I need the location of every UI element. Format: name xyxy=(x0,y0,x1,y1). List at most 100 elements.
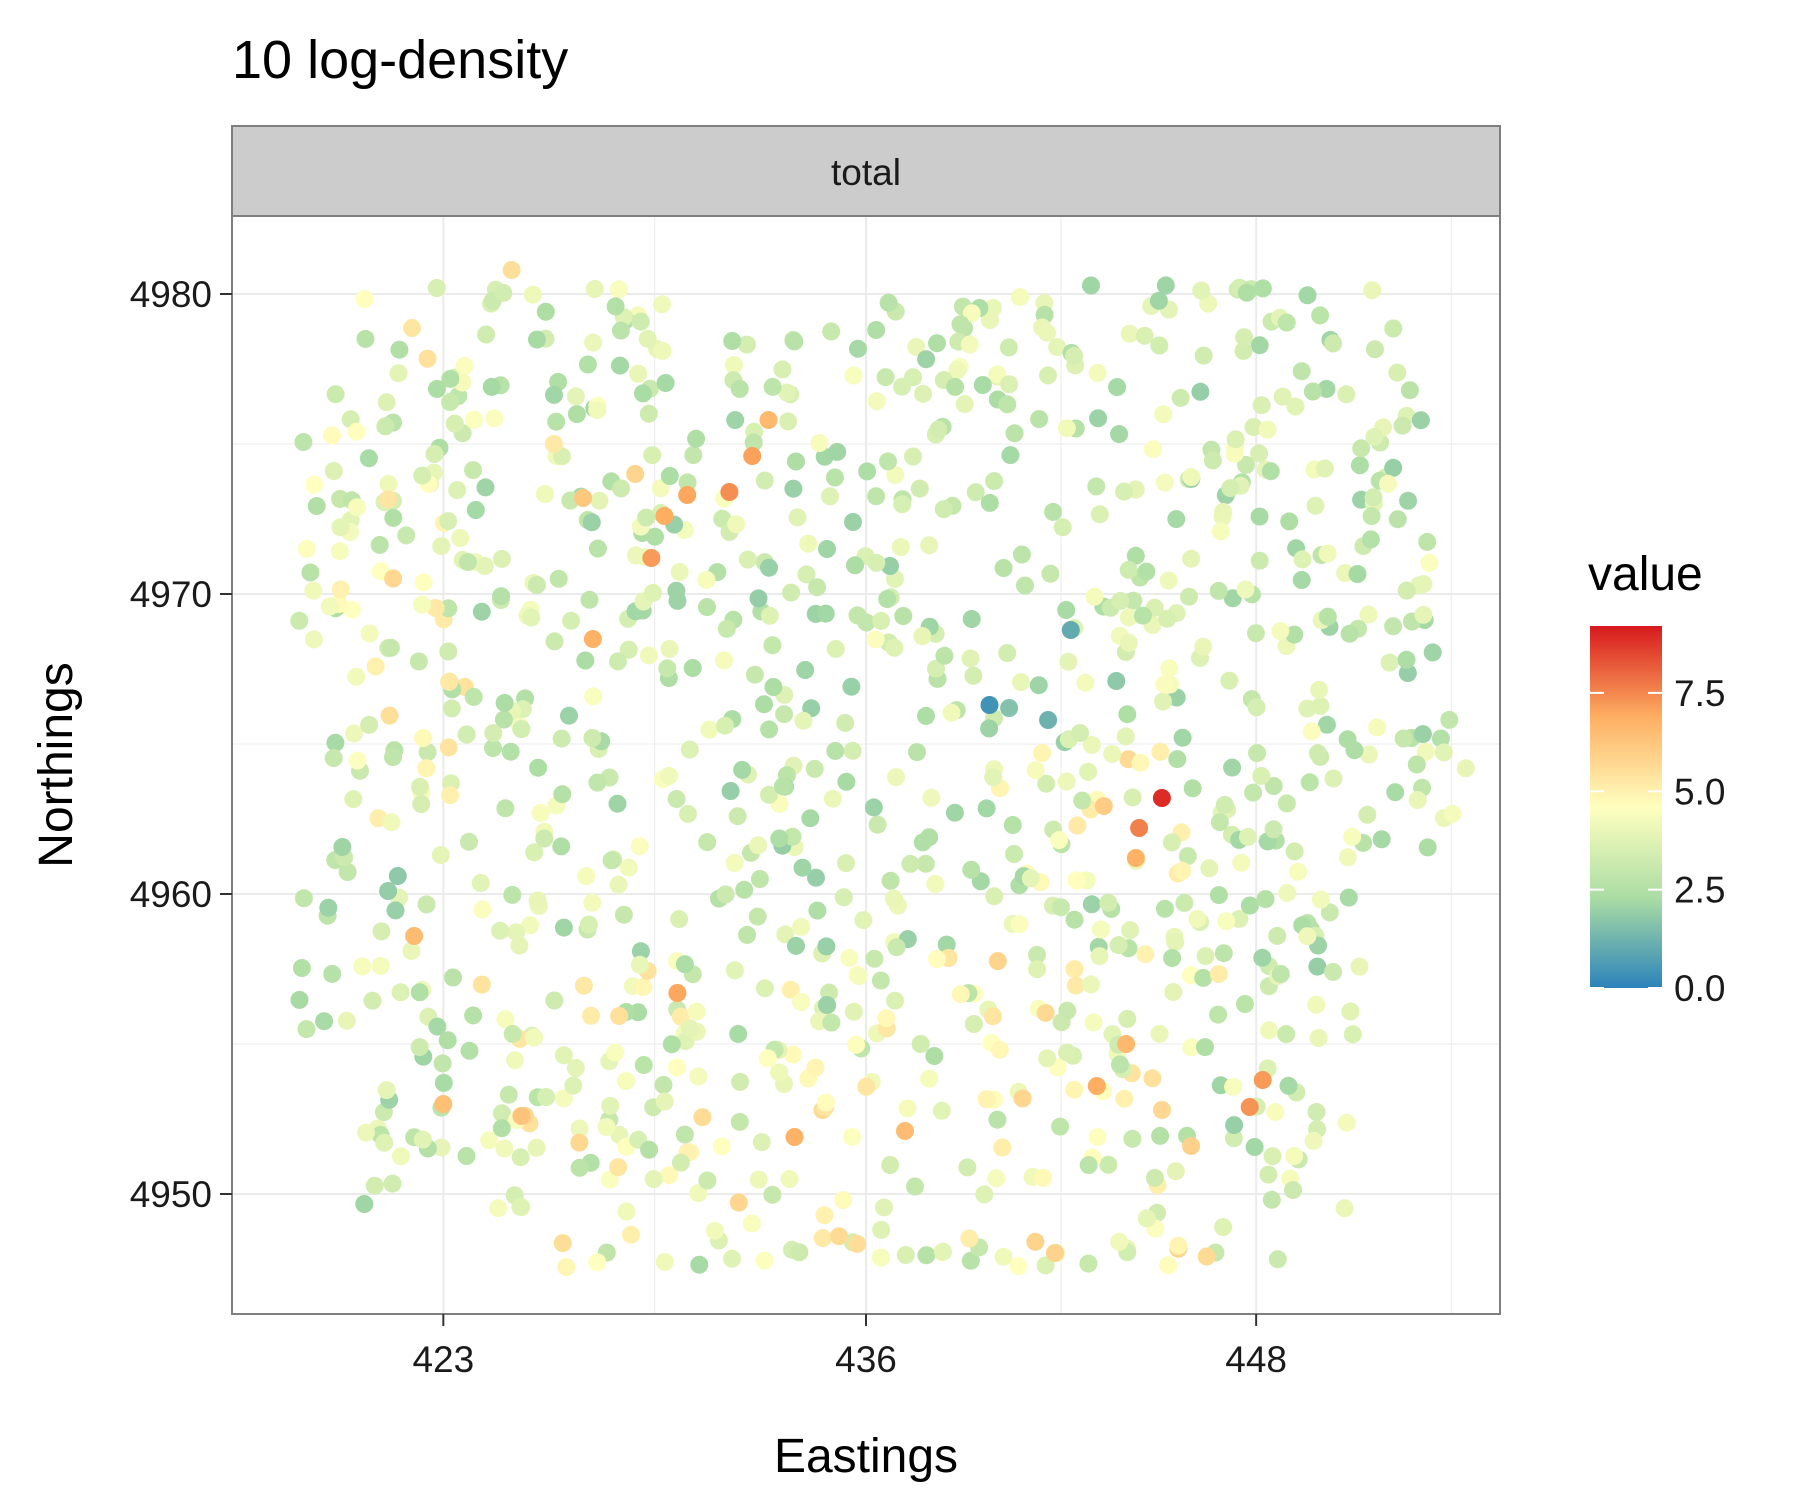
data-point xyxy=(1137,562,1156,581)
data-point xyxy=(680,740,699,759)
data-point xyxy=(1250,507,1269,526)
data-point xyxy=(796,661,815,679)
data-point xyxy=(962,304,981,323)
data-point xyxy=(951,315,970,334)
data-point xyxy=(660,639,679,658)
data-point xyxy=(644,1170,663,1189)
data-point xyxy=(439,642,458,661)
data-point xyxy=(1048,338,1067,357)
data-point xyxy=(1289,862,1307,881)
data-point xyxy=(1352,439,1371,458)
data-point xyxy=(1285,1147,1304,1165)
data-point xyxy=(1057,419,1076,438)
data-point xyxy=(578,355,597,374)
data-point xyxy=(842,677,861,696)
data-point xyxy=(678,486,697,504)
data-point xyxy=(1317,379,1336,398)
data-point xyxy=(1337,1113,1356,1132)
data-point xyxy=(410,983,429,1002)
data-point xyxy=(887,938,906,957)
data-point xyxy=(439,599,458,618)
data-point xyxy=(843,1128,862,1146)
data-point xyxy=(1151,1126,1170,1145)
data-point xyxy=(755,1251,774,1270)
data-point xyxy=(816,604,835,623)
data-point xyxy=(760,785,778,804)
data-point xyxy=(994,559,1013,577)
data-point xyxy=(294,889,313,908)
data-point xyxy=(744,433,763,452)
data-point xyxy=(477,325,496,344)
data-point xyxy=(326,385,345,404)
data-point xyxy=(1144,440,1162,459)
data-point xyxy=(1000,375,1019,394)
data-point xyxy=(379,490,398,509)
data-point xyxy=(723,332,742,350)
data-point xyxy=(1248,744,1267,763)
data-point xyxy=(818,996,836,1014)
data-point xyxy=(1120,324,1139,343)
data-point xyxy=(990,1040,1009,1059)
data-point xyxy=(877,1009,896,1028)
data-point xyxy=(1196,1038,1214,1057)
data-point xyxy=(980,493,999,512)
data-point xyxy=(894,607,913,625)
data-point xyxy=(1084,1013,1103,1032)
data-point xyxy=(1304,1131,1323,1150)
data-point xyxy=(1126,849,1145,867)
data-point xyxy=(1053,518,1072,537)
data-point xyxy=(444,968,462,987)
data-point xyxy=(782,583,801,602)
data-point xyxy=(1046,1244,1064,1262)
facet-label: total xyxy=(831,152,901,193)
data-point xyxy=(1200,859,1219,878)
data-point xyxy=(413,595,432,614)
data-point xyxy=(928,334,946,353)
data-point xyxy=(1038,323,1057,342)
data-point xyxy=(403,319,421,337)
data-point xyxy=(977,1090,996,1109)
data-point xyxy=(738,925,757,944)
data-point xyxy=(748,907,767,926)
data-point xyxy=(562,611,581,630)
data-point xyxy=(326,733,345,752)
data-point xyxy=(759,411,778,429)
data-point xyxy=(376,417,395,436)
data-point xyxy=(662,1035,681,1054)
data-point xyxy=(528,891,547,910)
data-point xyxy=(386,901,405,920)
data-point xyxy=(733,760,752,779)
data-point xyxy=(1277,313,1296,332)
data-point xyxy=(653,342,672,360)
data-point xyxy=(634,978,653,996)
data-point xyxy=(484,739,502,758)
data-point xyxy=(411,777,429,796)
data-point xyxy=(721,782,740,800)
data-point xyxy=(576,651,595,670)
data-point xyxy=(1107,672,1126,690)
data-point xyxy=(1268,1250,1287,1269)
data-point xyxy=(1284,1181,1302,1200)
data-point xyxy=(574,976,593,995)
data-point xyxy=(1236,580,1255,599)
data-point xyxy=(512,720,531,739)
data-point xyxy=(1065,1080,1084,1099)
data-point xyxy=(472,975,491,994)
data-point xyxy=(848,606,867,625)
data-point xyxy=(1379,474,1397,493)
data-point xyxy=(413,466,432,485)
data-point xyxy=(817,937,836,956)
data-point xyxy=(792,993,811,1011)
data-point xyxy=(717,619,736,638)
data-point xyxy=(1145,1168,1164,1187)
data-point xyxy=(1012,545,1031,564)
data-point xyxy=(658,659,677,678)
data-point xyxy=(667,581,686,600)
data-point xyxy=(964,1015,983,1033)
data-point xyxy=(492,1119,511,1138)
data-point xyxy=(1000,699,1019,717)
data-point xyxy=(885,638,904,657)
data-point xyxy=(876,368,895,387)
data-point xyxy=(383,1174,402,1193)
